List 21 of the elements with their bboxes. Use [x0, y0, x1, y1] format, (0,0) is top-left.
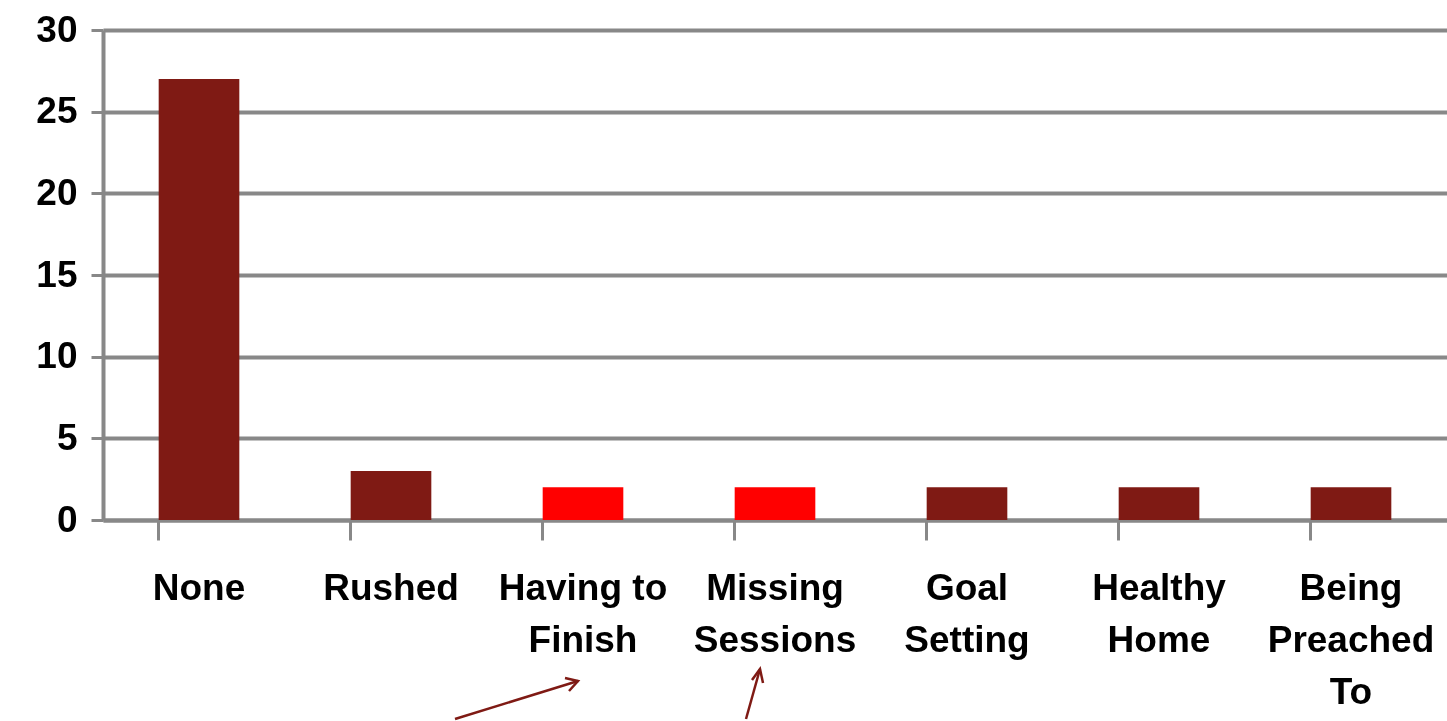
x-tick-label: Having to Finish [498, 566, 668, 660]
y-tick-label: 20 [36, 171, 78, 213]
bar [158, 79, 240, 520]
x-tick-label: Missing Sessions [693, 566, 857, 660]
bar [926, 487, 1008, 520]
x-tick-label: Healthy Home [1092, 566, 1227, 660]
bar [1118, 487, 1200, 520]
x-tick-label: None [152, 566, 246, 608]
bar [1310, 487, 1392, 520]
y-tick-label: 30 [36, 8, 78, 50]
x-tick-label: Goal Setting [904, 566, 1030, 660]
y-tick-label: 15 [36, 253, 78, 295]
x-tick-label: Rushed [323, 566, 459, 608]
bar [350, 471, 432, 520]
bar [734, 487, 816, 520]
y-tick-label: 5 [56, 416, 78, 458]
y-tick-label: 0 [56, 498, 78, 540]
x-tick-label: Being Preached To [1267, 566, 1435, 712]
y-tick-label: 25 [36, 90, 78, 132]
y-tick-label: 10 [36, 335, 78, 377]
bar [542, 487, 624, 520]
